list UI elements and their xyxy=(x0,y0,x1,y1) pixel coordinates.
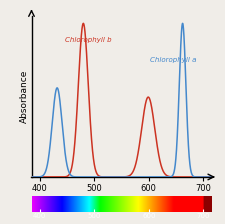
Text: Chlorophyll b: Chlorophyll b xyxy=(65,37,112,43)
Text: Chlorophyll a: Chlorophyll a xyxy=(150,57,196,63)
Y-axis label: Absorbance: Absorbance xyxy=(20,70,29,123)
X-axis label: Wavelength [nm]: Wavelength [nm] xyxy=(82,196,161,205)
